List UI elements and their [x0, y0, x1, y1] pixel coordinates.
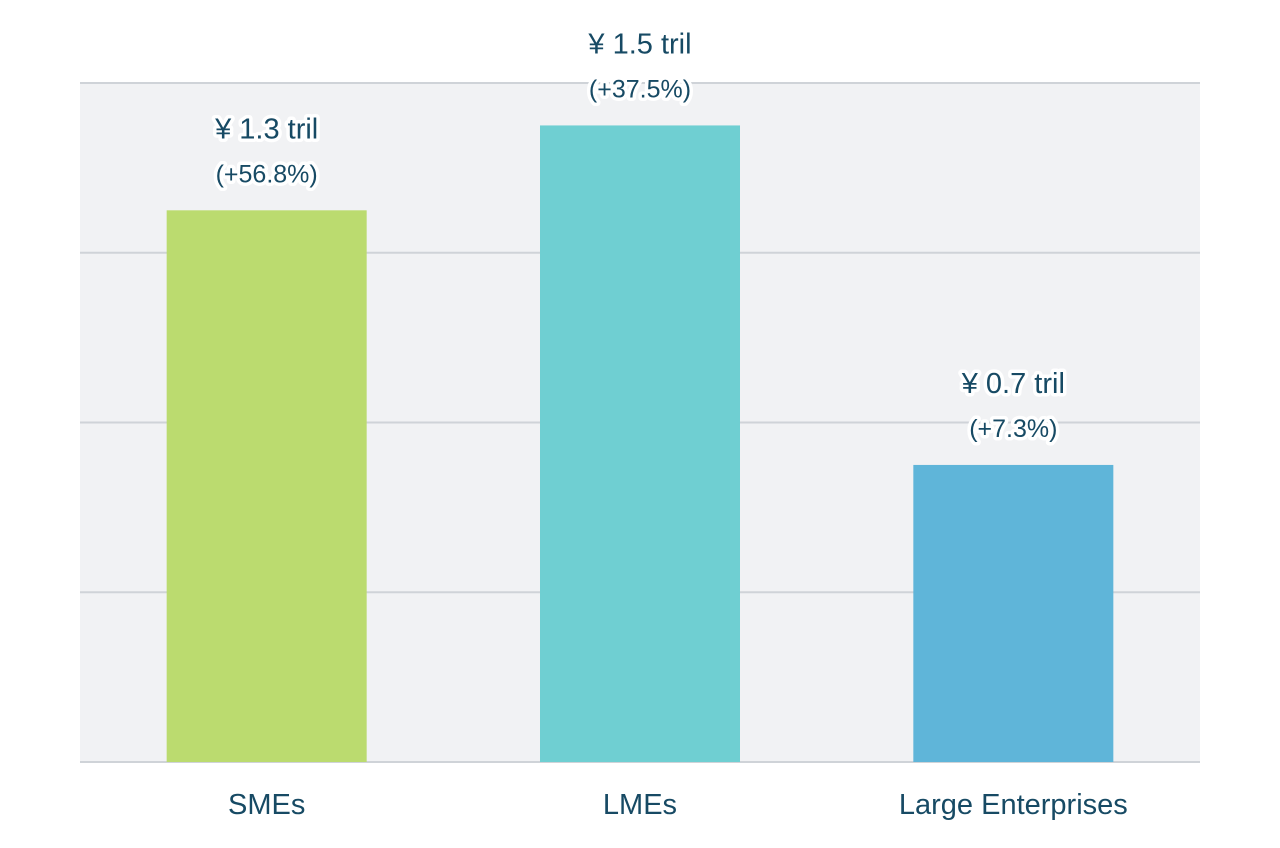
change-label: (+37.5%) [589, 75, 691, 103]
bar-smes [166, 210, 367, 762]
x-tick-label: SMEs [228, 789, 305, 821]
value-label: ¥ 0.7 tril [961, 368, 1065, 400]
change-label: (+7.3%) [969, 415, 1057, 443]
x-tick-label: LMEs [603, 789, 677, 821]
data-labels: ¥ 1.3 tril (+56.8%) ¥ 1.5 tril (+37.5%) ¥ 0.… [211, 25, 1069, 447]
value-label: ¥ 1.3 tril [214, 113, 318, 145]
x-axis-tick-labels: SMEs LMEs Large Enterprises [228, 789, 1128, 821]
value-label: ¥ 1.5 tril [587, 28, 691, 60]
bar-lmes [540, 125, 740, 762]
bar-large-enterprises [913, 464, 1114, 762]
bars [166, 125, 1114, 762]
x-tick-label: Large Enterprises [899, 789, 1128, 821]
change-label: (+56.8%) [216, 160, 318, 188]
